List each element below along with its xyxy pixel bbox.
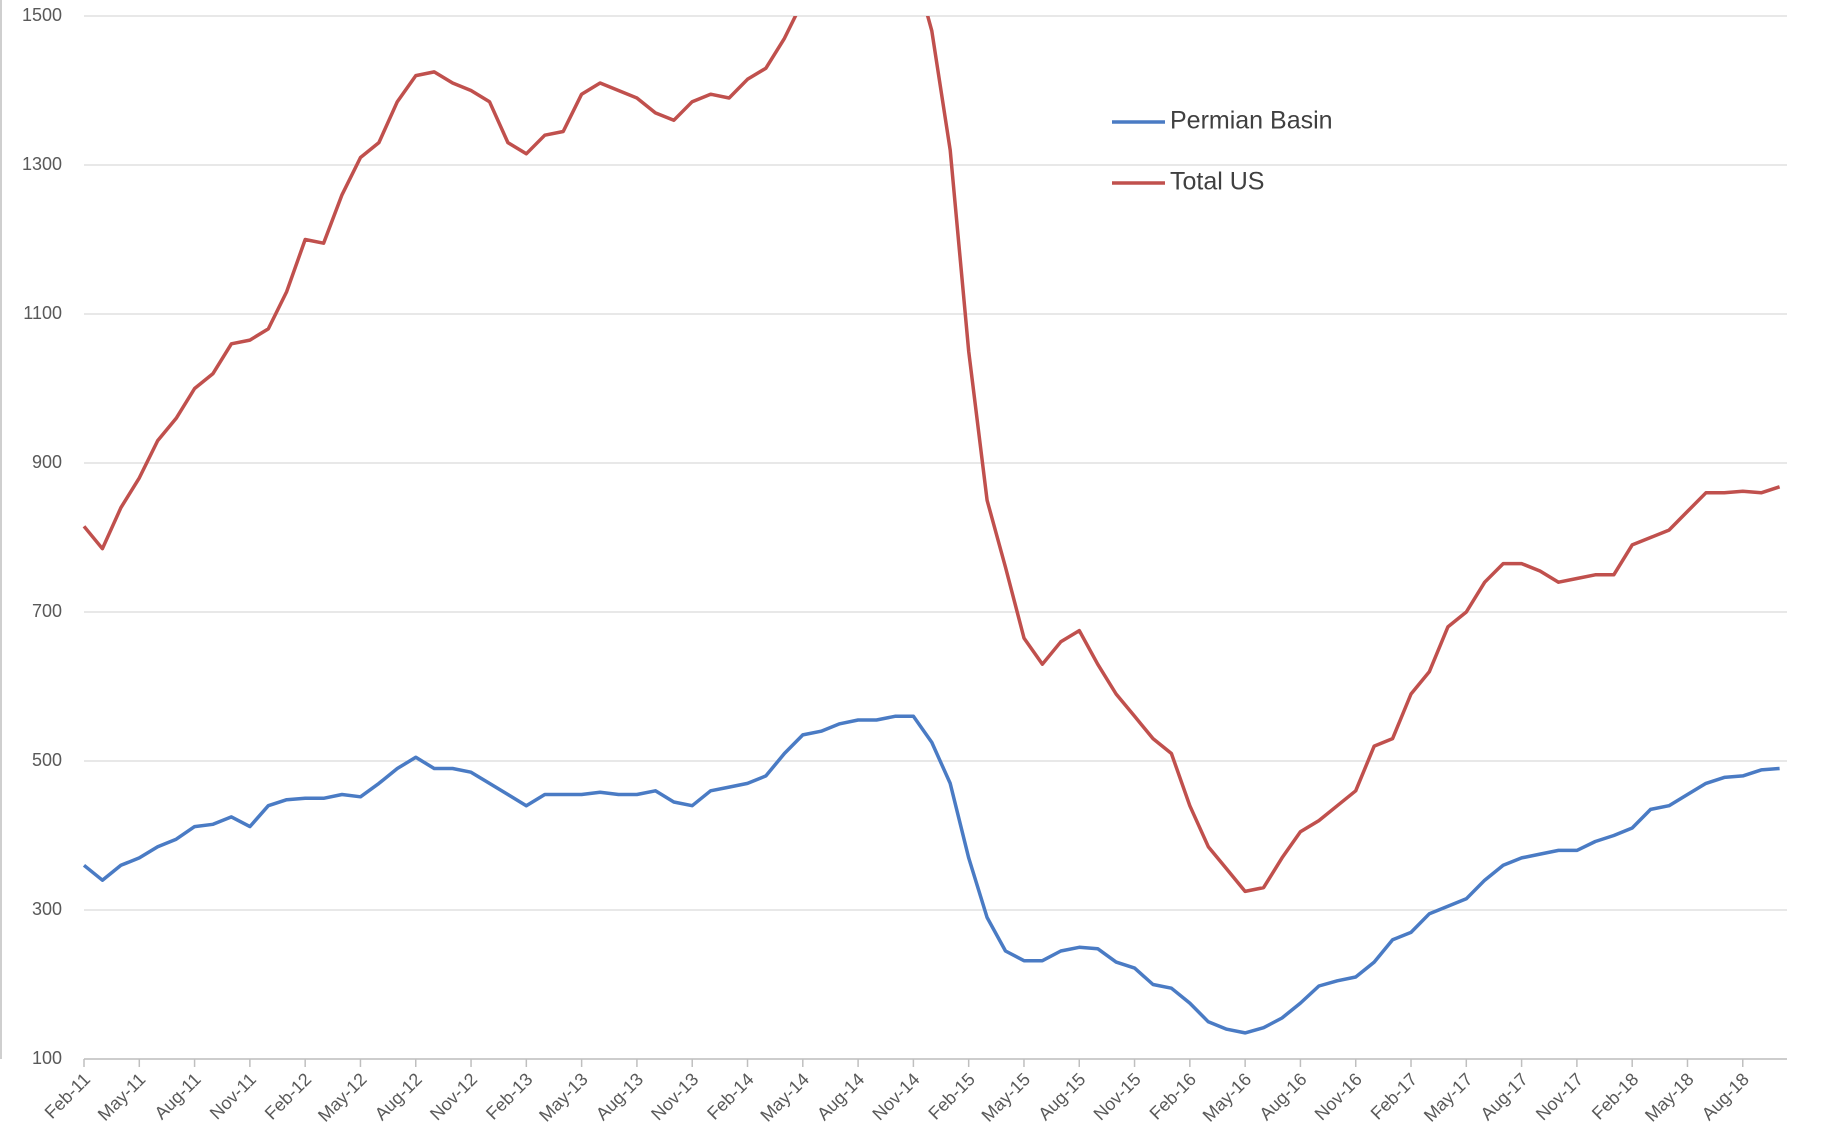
y-tick-label: 900 [32, 452, 62, 472]
y-tick-label: 100 [32, 1048, 62, 1068]
x-tick-label: May-15 [978, 1069, 1035, 1126]
x-tick-label: Aug-15 [1034, 1069, 1089, 1124]
x-tick-label: Feb-12 [261, 1069, 315, 1123]
x-tick-label: May-12 [314, 1069, 371, 1126]
plot-area [82, 16, 1781, 1035]
x-tick-label: Aug-17 [1477, 1069, 1532, 1124]
x-tick-label: Aug-16 [1255, 1069, 1310, 1124]
legend-label: Permian Basin [1170, 107, 1333, 135]
x-tick-label: Aug-11 [151, 1069, 205, 1123]
legend-label: Total US [1170, 168, 1264, 196]
x-tick-label: Nov-11 [206, 1069, 260, 1123]
line-series [82, 714, 1780, 1035]
x-tick-label: May-11 [94, 1069, 150, 1125]
x-tick-label: Aug-13 [592, 1069, 647, 1124]
x-tick-label: Feb-13 [482, 1069, 536, 1123]
x-tick-label: May-18 [1641, 1069, 1698, 1126]
x-tick-label: May-16 [1199, 1069, 1256, 1126]
x-tick-label: May-13 [535, 1069, 592, 1126]
x-tick-label: Aug-14 [813, 1069, 868, 1124]
x-tick-label: Aug-12 [371, 1069, 426, 1124]
x-tick-label: Feb-15 [924, 1069, 978, 1123]
x-tick-label: Feb-18 [1588, 1069, 1642, 1123]
x-tick-label: May-14 [756, 1069, 813, 1126]
x-tick-label: Nov-13 [647, 1069, 702, 1124]
y-tick-label: 1300 [22, 154, 62, 174]
y-tick-label: 1100 [23, 303, 62, 323]
x-tick-label: Nov-12 [426, 1069, 481, 1124]
x-tick-label: Feb-11 [41, 1069, 95, 1123]
x-tick-label: Nov-14 [868, 1069, 923, 1124]
x-tick-label: Nov-16 [1311, 1069, 1366, 1124]
x-tick-label: Feb-16 [1146, 1069, 1200, 1123]
x-tick-label: May-17 [1420, 1069, 1477, 1126]
y-tick-label: 300 [32, 899, 62, 919]
x-tick-label: Nov-17 [1532, 1069, 1587, 1124]
x-tick-label: Feb-17 [1367, 1069, 1421, 1123]
x-tick-label: Feb-14 [703, 1069, 757, 1123]
x-tick-label: Nov-15 [1090, 1069, 1145, 1124]
line-series [82, 16, 1781, 894]
y-tick-label: 1500 [22, 5, 62, 25]
y-tick-label: 500 [32, 750, 62, 770]
x-tick-label: Aug-18 [1698, 1069, 1753, 1124]
y-tick-label: 700 [32, 601, 62, 621]
